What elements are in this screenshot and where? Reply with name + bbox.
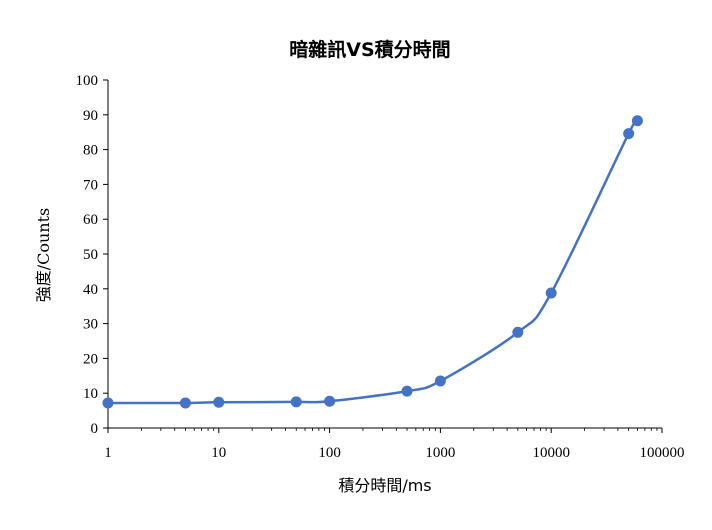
data-point [213,396,225,408]
y-tick-label: 90 [83,108,98,124]
data-point [401,385,413,397]
x-tick-label: 100 [318,445,341,461]
y-tick-label: 80 [83,143,98,159]
chart-title: 暗雜訊VS積分時間 [289,38,450,61]
series-line [107,115,640,405]
y-tick-label: 100 [76,73,99,89]
y-tick-label: 30 [83,317,98,333]
data-point [102,397,114,409]
axes [107,80,662,429]
x-ticks: 1 10 100 1000 10000 100000 [104,428,685,461]
x-tick-label: 10000 [532,445,570,461]
y-tick-label: 40 [83,282,98,298]
y-tick-label: 50 [83,247,98,263]
data-point [631,115,643,127]
data-point [512,326,524,338]
x-axis-label: 積分時間/ms [338,476,431,495]
data-point [179,397,191,409]
data-point [324,395,336,407]
data-point [545,287,557,299]
y-tick-label: 60 [83,212,98,228]
data-point [434,375,446,387]
y-ticks: 0 10 20 30 40 50 60 70 80 90 100 [76,73,108,437]
y-tick-label: 70 [83,177,98,193]
y-tick-label: 10 [83,386,98,402]
x-tick-label: 1 [104,445,112,461]
y-tick-label: 20 [83,351,98,367]
y-axis-label: 強度/Counts [34,208,53,303]
series-layer [102,115,643,409]
x-tick-label: 10 [211,445,226,461]
x-tick-label: 100000 [640,445,685,461]
x-tick-label: 1000 [425,445,455,461]
y-tick-label: 0 [91,421,99,437]
data-point [290,396,302,408]
data-point [623,128,635,140]
